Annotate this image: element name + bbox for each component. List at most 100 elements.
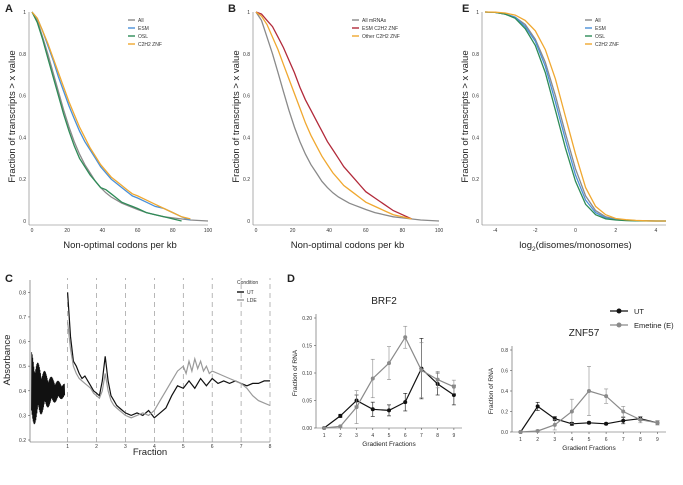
y-tick-label: 0.2 (19, 177, 26, 183)
x-tick-label: 20 (64, 228, 70, 234)
x-tick-label: 7 (622, 437, 625, 443)
y-tick-label: 0.10 (302, 371, 312, 377)
panel-D: D BRF2 0.00 0.05 0.10 0.15 0.20 1 2 3 4 5 6 7 8 9 Gradie… (287, 273, 462, 448)
data-point-emetine-e- (518, 430, 523, 434)
x-tick-label: 4 (570, 437, 573, 443)
panel-D2: ZNF57 0.0 0.2 0.4 0.6 0.8 1 2 3 4 5 6 7 8 9 Gradient Fr… (488, 307, 674, 452)
x-tick-label: -4 (493, 228, 498, 234)
y-tick-label: 0.8 (19, 290, 26, 296)
x-tick-label: 100 (204, 228, 213, 234)
x-tick-label: 4 (153, 444, 156, 450)
data-point-emetine-e- (569, 409, 574, 414)
data-point-emetine-e- (419, 368, 424, 373)
data-point-emetine-e- (338, 424, 343, 429)
y-axis-label: Fraction of transcripts > x value (231, 50, 242, 182)
x-tick-label: 0 (574, 228, 577, 234)
panel-label-C: C (5, 273, 13, 285)
panel-B-legend-label: Other C2H2 ZNF (362, 34, 400, 40)
panel-label-B: B (228, 3, 236, 15)
data-point-emetine-e- (552, 422, 557, 427)
x-tick-label: 9 (656, 437, 659, 443)
data-point-emetine-e- (354, 405, 359, 410)
y-tick-label: 0.4 (19, 389, 26, 395)
data-point-ut (604, 421, 609, 426)
y-axis-label: Absorbance (2, 335, 13, 386)
series-line-osl (484, 11, 666, 222)
data-point-ut (587, 420, 591, 425)
legend-marker (616, 308, 622, 314)
y-tick-label: 0.6 (19, 94, 26, 100)
series-line-c2h2-znf (484, 11, 666, 222)
panel-E: E -4 -2 0 2 4 0 0.2 0.4 0.6 0.8 1 log2(disomes/monos… (460, 3, 666, 253)
series-line-all-mrnas (255, 11, 440, 222)
x-tick-label: 80 (170, 228, 176, 234)
x-tick-label: 3 (553, 437, 556, 443)
x-axis-label: Gradient Fractions (562, 445, 616, 452)
panel-A-legend-label: All (138, 18, 144, 24)
panel-C-legend-label: LDE (247, 298, 257, 304)
x-tick-label: 2 (614, 228, 617, 234)
x-tick-label: 3 (124, 444, 127, 450)
x-tick-label: 4 (371, 433, 374, 439)
panel-E-legend-label: OSL (595, 34, 605, 40)
y-tick-label: 1 (23, 10, 26, 16)
x-tick-label: 80 (400, 228, 406, 234)
legend-title: Condition (237, 280, 258, 286)
y-tick-label: 0.2 (243, 177, 250, 183)
y-tick-label: 1 (247, 10, 250, 16)
x-tick-label: 20 (290, 228, 296, 234)
series-line-c2h2-znf (31, 11, 191, 220)
x-tick-label: 2 (339, 433, 342, 439)
y-tick-label: 0.5 (19, 364, 26, 370)
legend-label: Emetine (E) (634, 321, 674, 330)
data-point-emetine-e- (322, 426, 327, 430)
data-point-emetine-e- (535, 428, 540, 433)
x-tick-label: 5 (182, 444, 185, 450)
panel-label-A: A (5, 3, 13, 15)
x-axis-label: Non-optimal codons per kb (291, 240, 405, 251)
panel-A-legend-label: OSL (138, 34, 148, 40)
y-tick-label: 0.6 (243, 94, 250, 100)
series-line-noise (31, 352, 66, 425)
x-tick-label: 2 (536, 437, 539, 443)
x-tick-label: 7 (420, 433, 423, 439)
x-axis-label: Non-optimal codons per kb (63, 240, 177, 251)
data-point-emetine-e- (451, 384, 456, 389)
x-tick-label: 6 (404, 433, 407, 439)
panel-C: C 0.2 0.3 0.4 0.5 0.6 0.7 0.8 1 2 3 4 5 6 7 8 Fraction Ab… (2, 273, 272, 458)
y-tick-label: 0.4 (472, 135, 479, 141)
data-point-emetine-e- (587, 389, 591, 393)
x-tick-label: 6 (605, 437, 608, 443)
x-tick-label: 1 (519, 437, 522, 443)
legend-marker (616, 322, 622, 328)
x-tick-label: 9 (452, 433, 455, 439)
data-point-ut (338, 413, 343, 418)
x-tick-label: 3 (355, 433, 358, 439)
data-point-emetine-e- (655, 420, 660, 425)
x-tick-label: 8 (436, 433, 439, 439)
y-tick-label: 0.2 (501, 410, 508, 416)
data-point-emetine-e- (638, 417, 643, 422)
chart-title: ZNF57 (569, 328, 600, 339)
x-tick-label: 8 (639, 437, 642, 443)
y-tick-label: 0.2 (19, 438, 26, 444)
data-point-ut (451, 393, 456, 397)
x-tick-label: 60 (135, 228, 141, 234)
x-tick-label: 40 (326, 228, 332, 234)
x-axis-label: Fraction (133, 447, 167, 458)
panel-E-legend-label: ESM (595, 26, 606, 32)
y-tick-label: 0.6 (472, 94, 479, 100)
x-tick-label: 7 (240, 444, 243, 450)
y-tick-label: 0.20 (302, 316, 312, 322)
series-line-esm (484, 11, 666, 222)
x-tick-label: -2 (533, 228, 538, 234)
y-tick-label: 0 (23, 219, 26, 225)
panel-label-E: E (462, 3, 469, 15)
x-axis-label: Gradient Fractions (362, 441, 416, 448)
y-tick-label: 0.4 (19, 135, 26, 141)
x-tick-label: 40 (100, 228, 106, 234)
x-tick-label: 1 (323, 433, 326, 439)
data-point-ut (403, 400, 408, 405)
chart-title: BRF2 (371, 296, 397, 307)
data-point-ut (535, 404, 540, 409)
